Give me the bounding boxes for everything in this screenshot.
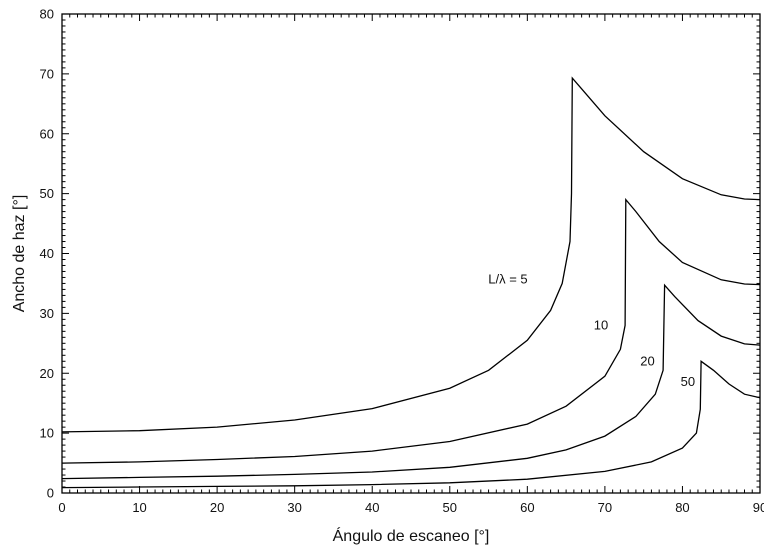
curve-series-1	[61, 76, 761, 433]
curve-series-4	[61, 360, 761, 489]
y-tick-label: 0	[47, 486, 54, 501]
curve-label-4: 50	[681, 374, 695, 389]
x-tick-label: 20	[210, 500, 224, 515]
y-tick-label: 60	[40, 126, 54, 141]
x-axis-title: Ángulo de escaneo [°]	[333, 526, 490, 545]
curve-label-3: 20	[640, 353, 654, 368]
x-tick-label: 0	[58, 500, 65, 515]
y-tick-label: 40	[40, 246, 54, 261]
x-tick-label: 80	[675, 500, 689, 515]
x-tick-label: 40	[365, 500, 379, 515]
x-tick-label: 60	[520, 500, 534, 515]
curve-label-2: 10	[594, 318, 608, 333]
y-tick-label: 10	[40, 426, 54, 441]
x-tick-label: 90	[753, 500, 764, 515]
plot-area-frame	[61, 13, 761, 494]
y-tick-label: 20	[40, 366, 54, 381]
curve-annotations: L/λ = 5 10 20 50	[488, 271, 695, 388]
y-tick-label: 30	[40, 306, 54, 321]
y-tick-label: 70	[40, 66, 54, 81]
y-tick-label: 50	[40, 186, 54, 201]
x-tick-label: 30	[287, 500, 301, 515]
curve-label-1: L/λ = 5	[488, 271, 527, 286]
major-ticks	[61, 13, 761, 494]
x-tick-labels: 0 10 20 30 40 50 60 70 80 90	[58, 500, 764, 515]
y-tick-labels: 0 10 20 30 40 50 60 70 80	[40, 7, 54, 501]
y-axis-title: Ancho de haz [°]	[11, 195, 28, 313]
curve-series-2	[61, 197, 761, 464]
curves	[61, 76, 761, 489]
x-tick-label: 50	[443, 500, 457, 515]
x-tick-label: 10	[132, 500, 146, 515]
curve-series-3	[61, 283, 761, 480]
minor-ticks	[62, 14, 760, 493]
y-tick-label: 80	[40, 7, 54, 22]
x-tick-label: 70	[598, 500, 612, 515]
